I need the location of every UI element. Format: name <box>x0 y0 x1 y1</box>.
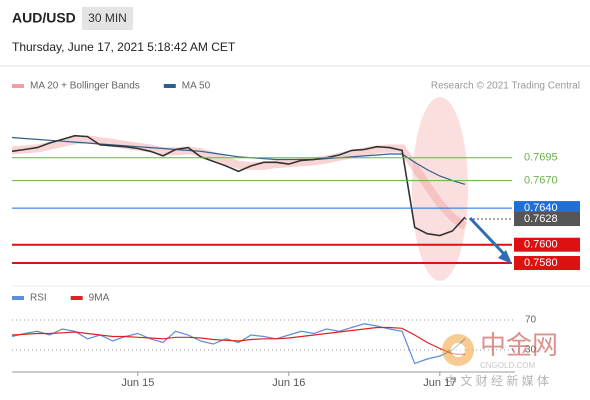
legend-label: MA 50 <box>182 81 211 92</box>
level-label: 0.7695 <box>524 152 558 164</box>
watermark-slogan: 中 文 财 经 新 媒 体 <box>445 373 549 388</box>
credit: Research © 2021 Trading Central <box>431 81 580 92</box>
series-line <box>11 135 468 230</box>
timeframe: 30 MIN <box>88 11 127 25</box>
level-box <box>514 212 580 227</box>
watermark-site: CNGOLD.COM <box>480 361 535 370</box>
series-line <box>11 326 466 356</box>
watermark: 中金网 CNGOLD.COM 中 文 财 经 新 媒 体 <box>442 330 558 388</box>
symbol: AUD/USD <box>12 10 76 26</box>
price-line <box>11 134 466 237</box>
series-line <box>11 136 466 185</box>
level-box <box>514 237 580 252</box>
level-box <box>514 201 580 216</box>
legend-swatch <box>12 296 24 300</box>
level-label: 0.7628 <box>524 213 558 225</box>
x-tick-label: Jun 15 <box>121 377 154 389</box>
y-tick-label: 30 <box>525 345 537 356</box>
x-tick-label: Jun 16 <box>272 377 305 389</box>
legend-swatch <box>70 296 83 300</box>
y-tick-label: 70 <box>525 315 537 326</box>
legend-swatch <box>12 84 24 88</box>
level-label: 0.7640 <box>524 202 558 214</box>
timeframe-box <box>82 7 133 30</box>
series-line <box>11 323 466 365</box>
level-box <box>514 256 580 271</box>
legend-label: RSI <box>30 293 47 304</box>
watermark-logo: 中金网 <box>480 330 558 360</box>
level-label: 0.7600 <box>524 239 558 251</box>
watermark-logo-hole <box>451 343 465 357</box>
legend-label: 9MA <box>89 293 110 304</box>
trend-arrow <box>468 216 507 257</box>
highlight <box>412 97 468 281</box>
legend-label: MA 20 + Bollinger Bands <box>30 81 140 92</box>
x-tick-label: Jun 17 <box>423 377 456 389</box>
legend-swatch <box>163 84 176 88</box>
level-label: 0.7670 <box>524 175 558 187</box>
trend-arrowhead <box>498 250 512 264</box>
datetime: Thursday, June 17, 2021 5:18:42 AM CET <box>12 40 236 54</box>
level-label: 0.7580 <box>524 257 558 269</box>
